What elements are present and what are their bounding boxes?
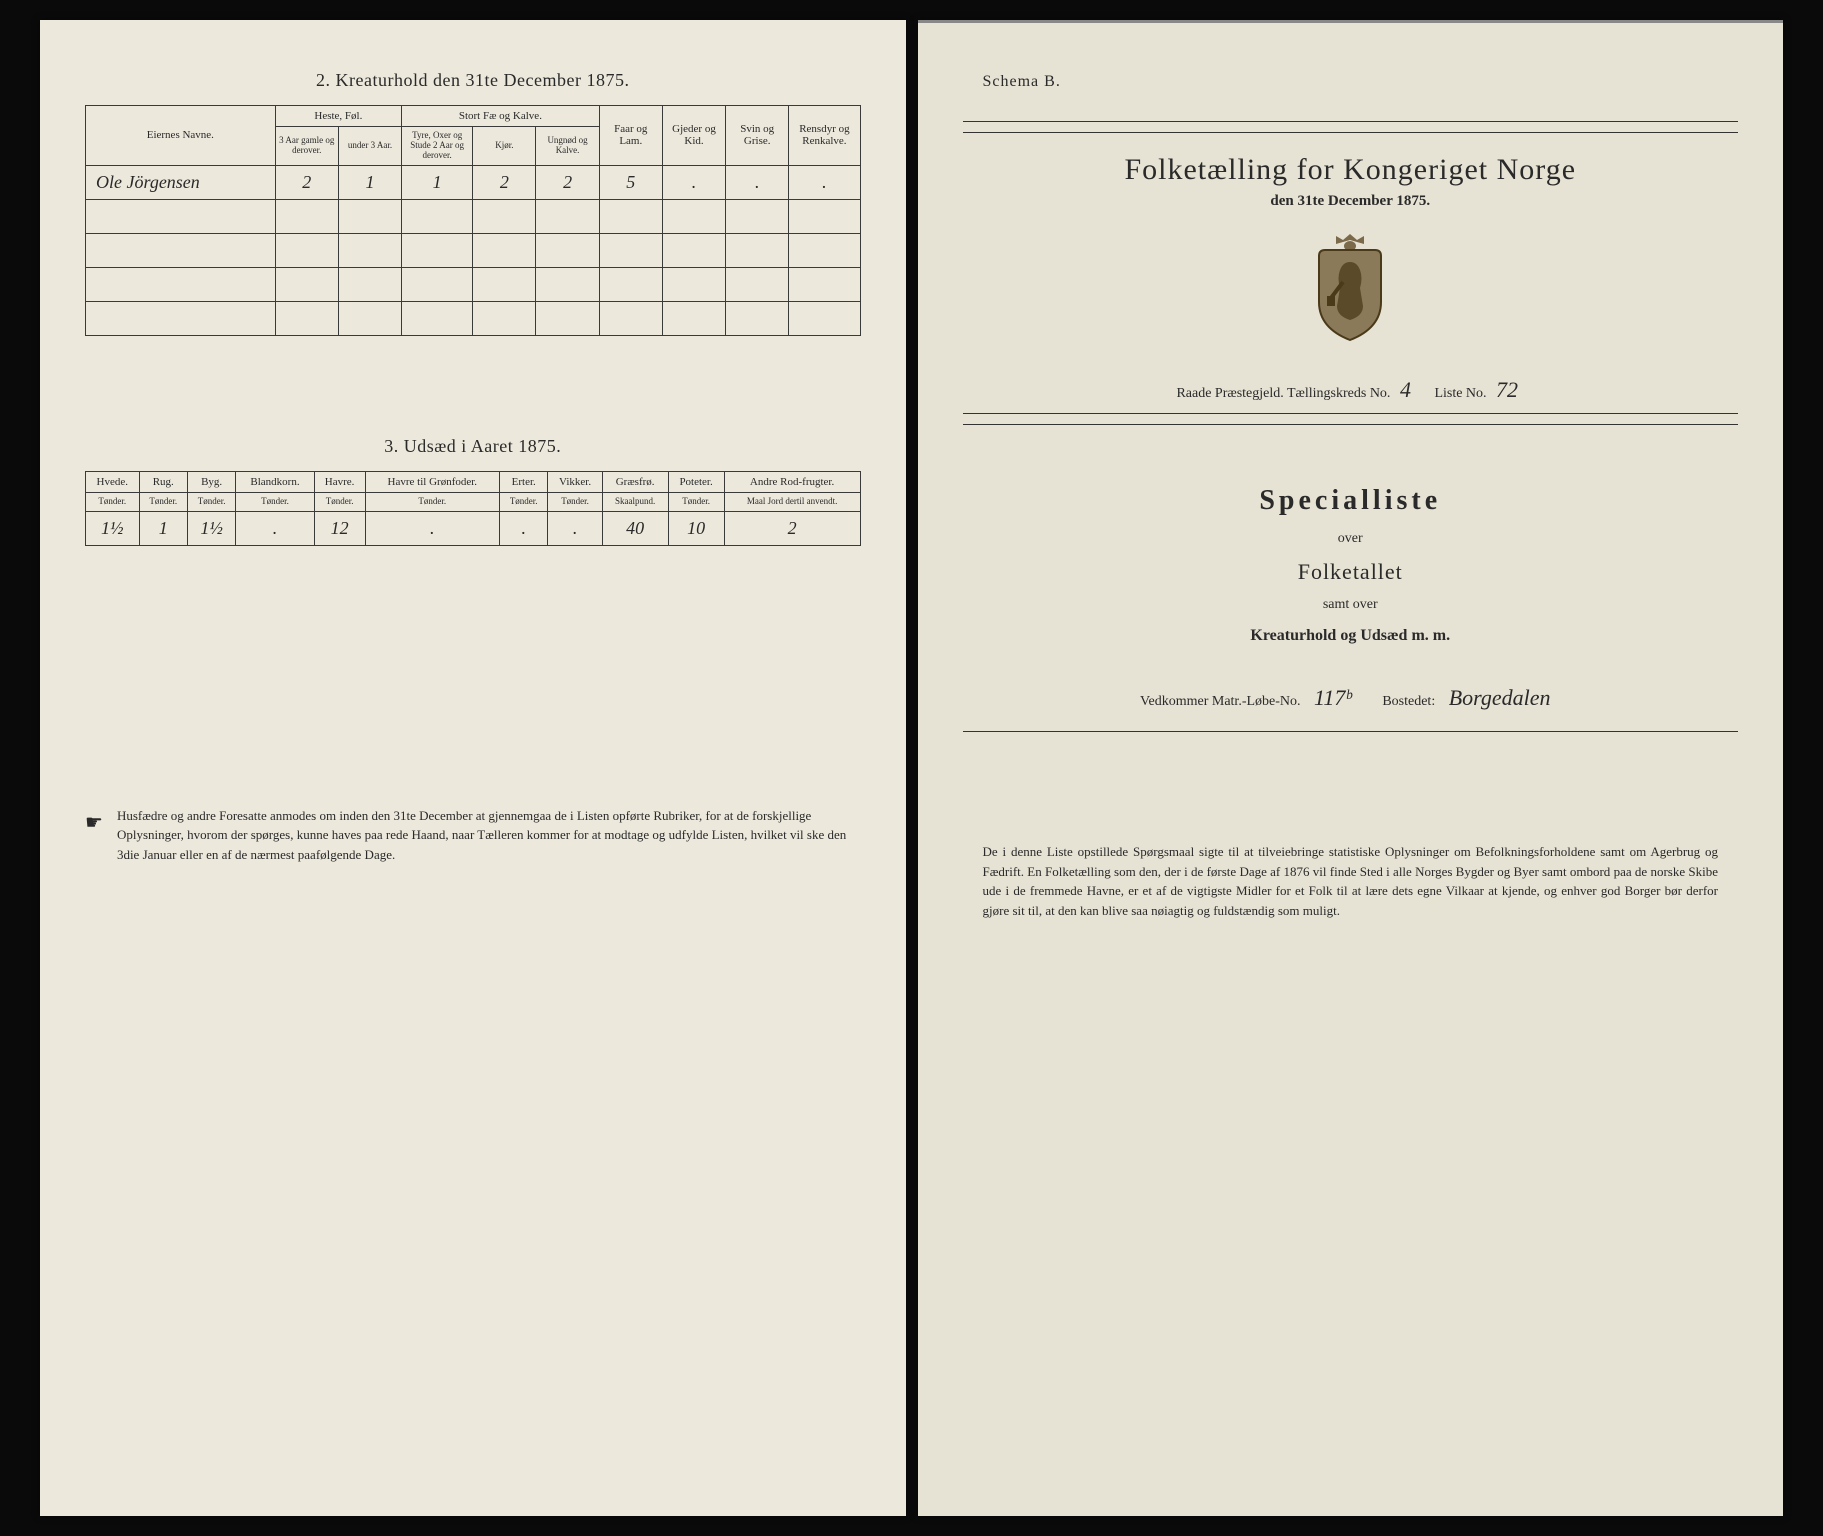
table-row-empty bbox=[86, 233, 861, 267]
cell-val: 1½ bbox=[187, 511, 235, 545]
col-havre-gron: Havre til Grønfoder. bbox=[365, 471, 499, 492]
main-title: Folketælling for Kongeriget Norge bbox=[963, 153, 1739, 187]
line-kreatur: Kreaturhold og Udsæd m. m. bbox=[963, 627, 1739, 645]
table-row: Ole Jörgensen 2 1 1 2 2 5 . . . bbox=[86, 165, 861, 199]
cell-val: 40 bbox=[602, 511, 668, 545]
schema-label: Schema B. bbox=[963, 73, 1739, 91]
unit: Tønder. bbox=[187, 492, 235, 511]
col-hvede: Hvede. bbox=[86, 471, 140, 492]
col-andre: Andre Rod-frugter. bbox=[724, 471, 860, 492]
cell-val: . bbox=[500, 511, 548, 545]
left-page: 2. Kreaturhold den 31te December 1875. E… bbox=[40, 20, 906, 1516]
cell-val: . bbox=[365, 511, 499, 545]
divider bbox=[963, 413, 1739, 414]
table-row-empty bbox=[86, 199, 861, 233]
table-kreaturhold: Eiernes Navne. Heste, Føl. Stort Fæ og K… bbox=[85, 105, 861, 336]
cell-val: . bbox=[236, 511, 314, 545]
col-grasfro: Græsfrø. bbox=[602, 471, 668, 492]
coat-of-arms-icon bbox=[963, 232, 1739, 347]
table-udsaed: Hvede. Rug. Byg. Blandkorn. Havre. Havre… bbox=[85, 471, 861, 546]
cell-val: 5 bbox=[599, 165, 662, 199]
prest-val1: 4 bbox=[1394, 377, 1417, 402]
unit: Tønder. bbox=[139, 492, 187, 511]
prest-label1: Raade Præstegjeld. Tællingskreds No. bbox=[1176, 386, 1390, 401]
cell-name: Ole Jörgensen bbox=[86, 165, 276, 199]
right-footer: De i denne Liste opstillede Spørgsmaal s… bbox=[963, 842, 1739, 920]
vedk-label2: Bostedet: bbox=[1382, 694, 1435, 709]
unit: Tønder. bbox=[668, 492, 724, 511]
divider bbox=[963, 121, 1739, 122]
right-page: Schema B. Folketælling for Kongeriget No… bbox=[918, 20, 1784, 1516]
col-owner: Eiernes Navne. bbox=[86, 106, 276, 166]
left-footnote: ☛ Husfædre og andre Foresatte anmodes om… bbox=[85, 806, 861, 865]
vedk-line: Vedkommer Matr.-Løbe-No. 117ᵇ Bostedet: … bbox=[963, 685, 1739, 711]
cell-val: 2 bbox=[724, 511, 860, 545]
unit: Tønder. bbox=[548, 492, 602, 511]
sub-fe1: Tyre, Oxer og Stude 2 Aar og derover. bbox=[402, 127, 473, 166]
special-title: Specialliste bbox=[963, 485, 1739, 517]
sub-fe2: Kjør. bbox=[473, 127, 536, 166]
section3-title: 3. Udsæd i Aaret 1875. bbox=[85, 436, 861, 457]
table-row-empty bbox=[86, 267, 861, 301]
pointing-hand-icon: ☛ bbox=[85, 806, 103, 865]
cell-val: . bbox=[548, 511, 602, 545]
cell-val: 10 bbox=[668, 511, 724, 545]
col-rensdyr: Rensdyr og Renkalve. bbox=[789, 106, 860, 166]
vedk-label1: Vedkommer Matr.-Løbe-No. bbox=[1140, 694, 1301, 709]
col-blandkorn: Blandkorn. bbox=[236, 471, 314, 492]
prest-val2: 72 bbox=[1490, 377, 1524, 402]
cell-val: . bbox=[789, 165, 860, 199]
sub-fe3: Ungnød og Kalve. bbox=[536, 127, 599, 166]
footnote-text: Husfædre og andre Foresatte anmodes om i… bbox=[117, 806, 861, 865]
cell-val: 1 bbox=[338, 165, 401, 199]
sub-heste1: 3 Aar gamle og derover. bbox=[275, 127, 338, 166]
unit: Tønder. bbox=[314, 492, 365, 511]
cell-val: 12 bbox=[314, 511, 365, 545]
col-gjeder: Gjeder og Kid. bbox=[662, 106, 725, 166]
col-rug: Rug. bbox=[139, 471, 187, 492]
sub-heste2: under 3 Aar. bbox=[338, 127, 401, 166]
cell-val: 2 bbox=[275, 165, 338, 199]
unit: Maal Jord dertil anvendt. bbox=[724, 492, 860, 511]
unit: Tønder. bbox=[236, 492, 314, 511]
cell-val: 1½ bbox=[86, 511, 140, 545]
divider bbox=[963, 132, 1739, 133]
col-group-heste: Heste, Føl. bbox=[275, 106, 401, 127]
divider bbox=[963, 424, 1739, 425]
line-over: over bbox=[963, 531, 1739, 547]
subtitle: den 31te December 1875. bbox=[963, 193, 1739, 210]
table-row-empty bbox=[86, 301, 861, 335]
col-group-storfe: Stort Fæ og Kalve. bbox=[402, 106, 600, 127]
col-byg: Byg. bbox=[187, 471, 235, 492]
col-faar: Faar og Lam. bbox=[599, 106, 662, 166]
divider bbox=[963, 731, 1739, 732]
cell-val: 1 bbox=[402, 165, 473, 199]
cell-val: . bbox=[726, 165, 789, 199]
col-havre: Havre. bbox=[314, 471, 365, 492]
cell-val: . bbox=[662, 165, 725, 199]
vedk-val2: Borgedalen bbox=[1439, 685, 1561, 710]
unit: Tønder. bbox=[86, 492, 140, 511]
cell-val: 1 bbox=[139, 511, 187, 545]
col-poteter: Poteter. bbox=[668, 471, 724, 492]
cell-val: 2 bbox=[536, 165, 599, 199]
unit: Skaalpund. bbox=[602, 492, 668, 511]
vedk-val1: 117ᵇ bbox=[1304, 685, 1361, 710]
unit: Tønder. bbox=[365, 492, 499, 511]
col-svin: Svin og Grise. bbox=[726, 106, 789, 166]
col-vikker: Vikker. bbox=[548, 471, 602, 492]
cell-val: 2 bbox=[473, 165, 536, 199]
prest-label2: Liste No. bbox=[1434, 386, 1486, 401]
section2-title: 2. Kreaturhold den 31te December 1875. bbox=[85, 70, 861, 91]
unit: Tønder. bbox=[500, 492, 548, 511]
prest-line: Raade Præstegjeld. Tællingskreds No. 4 L… bbox=[963, 377, 1739, 403]
line-samt: samt over bbox=[963, 597, 1739, 613]
col-erter: Erter. bbox=[500, 471, 548, 492]
line-folketallet: Folketallet bbox=[963, 559, 1739, 585]
table-row: 1½ 1 1½ . 12 . . . 40 10 2 bbox=[86, 511, 861, 545]
